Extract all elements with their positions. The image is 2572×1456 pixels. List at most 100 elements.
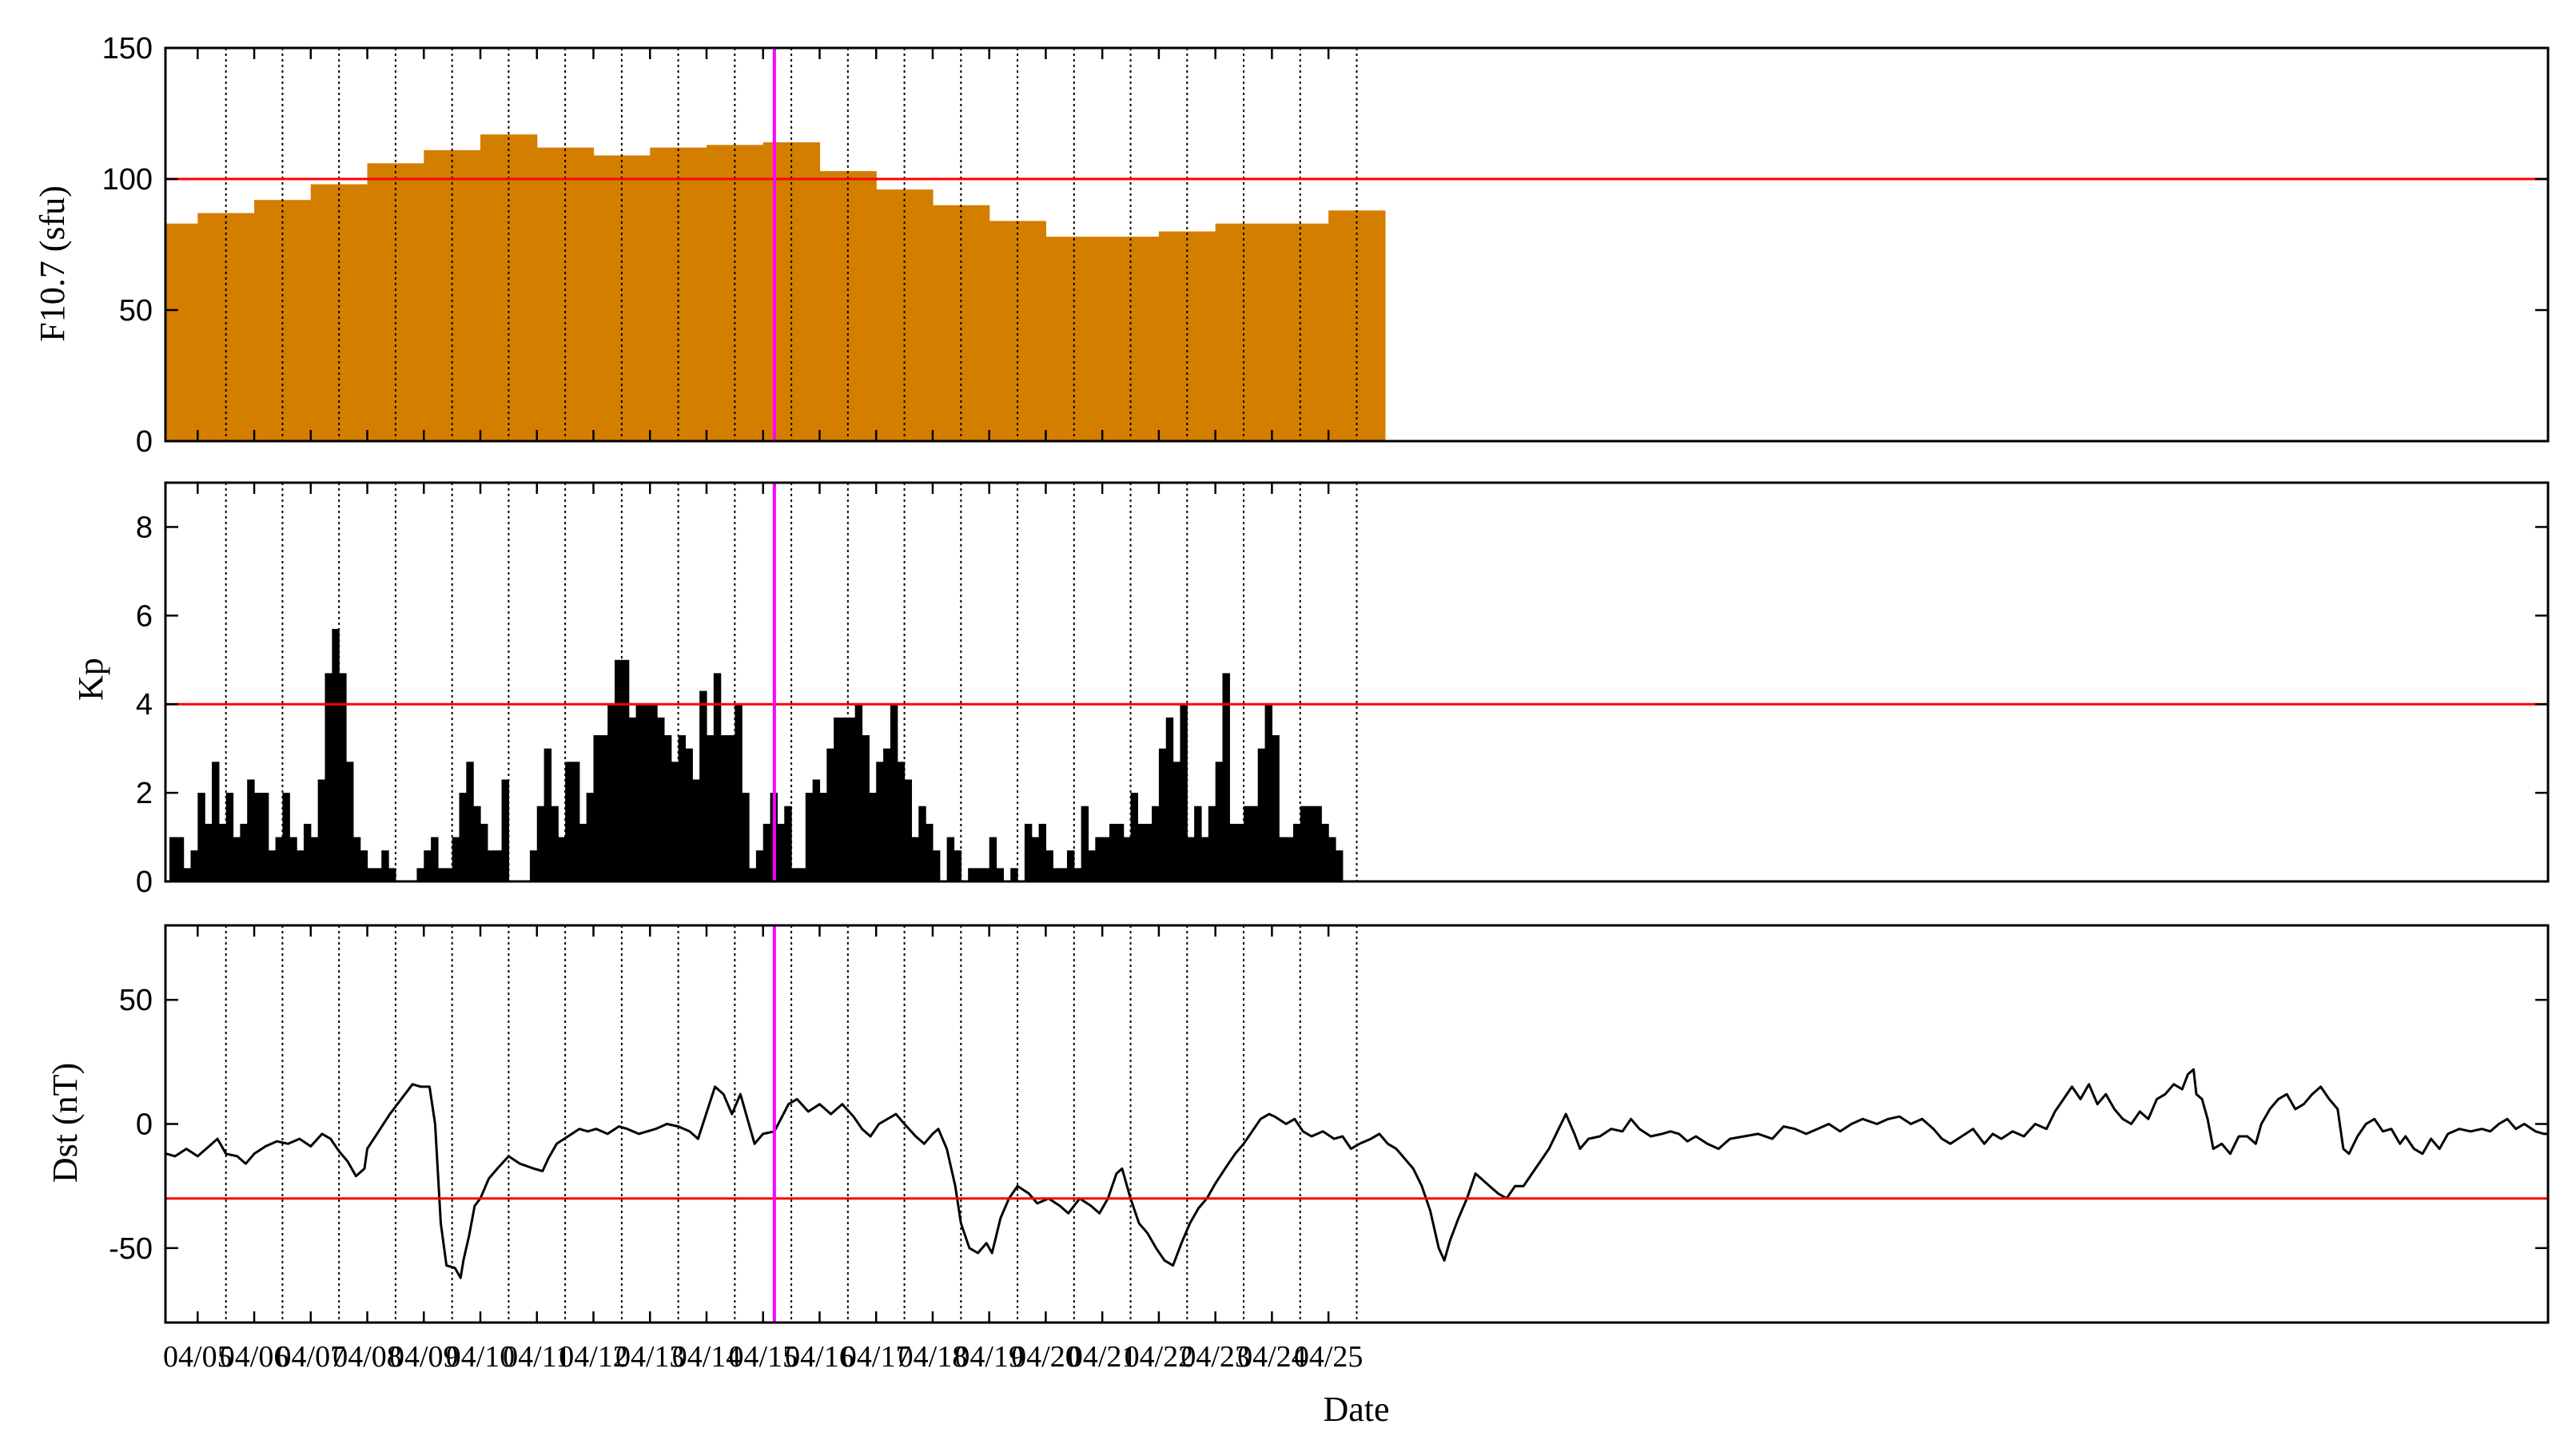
- f107-bar-0: [165, 223, 198, 441]
- x-axis-title: Date: [1323, 1390, 1389, 1429]
- kp-bar-70: [663, 735, 672, 881]
- kp-bar-42: [466, 762, 474, 881]
- kp-bar-123: [1038, 823, 1047, 881]
- kp-bar-162: [1314, 806, 1322, 881]
- kp-bar-113: [968, 868, 976, 881]
- f107-bar-20: [1272, 223, 1329, 441]
- kp-bar-165: [1335, 850, 1344, 881]
- kp-bar-59: [586, 793, 595, 881]
- kp-bar-22: [324, 673, 332, 881]
- kp-bar-108: [932, 850, 941, 881]
- kp-ytick-label-1: 2: [136, 777, 153, 810]
- kp-bar-138: [1145, 823, 1153, 881]
- kp-bar-101: [883, 748, 891, 881]
- kp-bar-2: [183, 868, 192, 881]
- kp-bar-77: [713, 673, 722, 881]
- kp-bar-54: [551, 806, 559, 881]
- kp-bar-100: [876, 762, 884, 881]
- kp-bar-52: [536, 806, 545, 881]
- dst-ytick-label-0: -50: [109, 1232, 153, 1266]
- dst-axis-title: Dst (nT): [46, 1063, 85, 1183]
- kp-bar-25: [346, 762, 354, 881]
- date-label-9: 04/14: [672, 1340, 742, 1374]
- kp-bar-89: [798, 868, 806, 881]
- kp-bar-103: [897, 762, 906, 881]
- kp-bar-18: [297, 850, 305, 881]
- kp-bar-4: [197, 793, 205, 881]
- kp-bar-17: [289, 837, 297, 881]
- kp-ytick-label-0: 0: [136, 865, 153, 899]
- kp-bar-7: [218, 823, 227, 881]
- kp-bar-11: [247, 779, 255, 881]
- kp-bar-135: [1123, 837, 1132, 881]
- kp-bar-91: [812, 779, 821, 881]
- date-label-5: 04/10: [446, 1340, 516, 1374]
- kp-bar-130: [1088, 850, 1096, 881]
- kp-bar-137: [1137, 823, 1145, 881]
- kp-bar-96: [847, 717, 856, 881]
- kp-bar-148: [1215, 762, 1224, 881]
- kp-bar-140: [1158, 748, 1167, 881]
- date-label-3: 04/08: [332, 1340, 402, 1374]
- kp-bar-1: [176, 837, 185, 881]
- kp-bar-19: [303, 823, 312, 881]
- date-label-8: 04/13: [615, 1340, 685, 1374]
- kp-bar-151: [1236, 823, 1244, 881]
- date-label-11: 04/16: [785, 1340, 854, 1374]
- kp-bar-119: [1010, 868, 1018, 881]
- kp-bar-157: [1279, 837, 1287, 881]
- f107-panel: 0 50 100 150: [102, 32, 2550, 459]
- dst-axes-frame: [164, 924, 2550, 1324]
- kp-bar-141: [1165, 717, 1174, 881]
- kp-bar-99: [869, 793, 877, 881]
- kp-bar-86: [777, 823, 785, 881]
- dst-panel: -50 0 50: [109, 924, 2550, 1324]
- kp-bar-5: [205, 823, 213, 881]
- kp-bar-8: [225, 793, 234, 881]
- kp-bar-66: [635, 704, 643, 881]
- kp-bar-62: [607, 704, 615, 881]
- kp-bar-69: [657, 717, 665, 881]
- kp-bar-161: [1307, 806, 1316, 881]
- f107-bar-13: [876, 189, 934, 441]
- kp-bar-75: [699, 690, 707, 881]
- f107-bar-15: [989, 221, 1047, 441]
- kp-bar-63: [615, 659, 623, 881]
- kp-bar-146: [1200, 837, 1209, 881]
- f107-ytick-label-1: 50: [119, 294, 153, 328]
- kp-axes-frame: [164, 481, 2550, 883]
- kp-bar-133: [1109, 823, 1117, 881]
- kp-bar-84: [762, 823, 771, 881]
- date-label-14: 04/19: [954, 1340, 1024, 1374]
- kp-bar-127: [1066, 850, 1075, 881]
- date-label-15: 04/20: [1011, 1340, 1081, 1374]
- kp-bar-20: [310, 837, 319, 881]
- dst-ytick-label-2: 50: [119, 984, 153, 1017]
- f107-ytick-label-2: 100: [102, 163, 153, 197]
- kp-bar-122: [1031, 837, 1040, 881]
- kp-bar-27: [360, 850, 368, 881]
- date-label-16: 04/21: [1068, 1340, 1137, 1374]
- kp-bar-87: [784, 806, 792, 881]
- f107-axes-frame: [164, 46, 2550, 443]
- kp-bar-132: [1102, 837, 1110, 881]
- kp-bar-26: [352, 837, 361, 881]
- kp-bar-88: [791, 868, 799, 881]
- kp-bar-144: [1187, 837, 1195, 881]
- kp-bar-129: [1081, 806, 1089, 881]
- date-label-0: 04/05: [163, 1340, 233, 1374]
- kp-bar-3: [190, 850, 198, 881]
- kp-bar-117: [996, 868, 1004, 881]
- kp-axis-title: Kp: [71, 658, 110, 701]
- kp-bar-10: [240, 823, 248, 881]
- date-label-18: 04/23: [1180, 1340, 1250, 1374]
- kp-bar-40: [452, 837, 460, 881]
- kp-bar-57: [571, 762, 580, 881]
- kp-bar-92: [819, 793, 827, 881]
- kp-bar-134: [1116, 823, 1125, 881]
- kp-bar-9: [233, 837, 241, 881]
- kp-bar-24: [339, 673, 347, 881]
- date-label-19: 04/24: [1237, 1340, 1307, 1374]
- kp-bar-82: [749, 868, 757, 881]
- kp-bar-160: [1300, 806, 1308, 881]
